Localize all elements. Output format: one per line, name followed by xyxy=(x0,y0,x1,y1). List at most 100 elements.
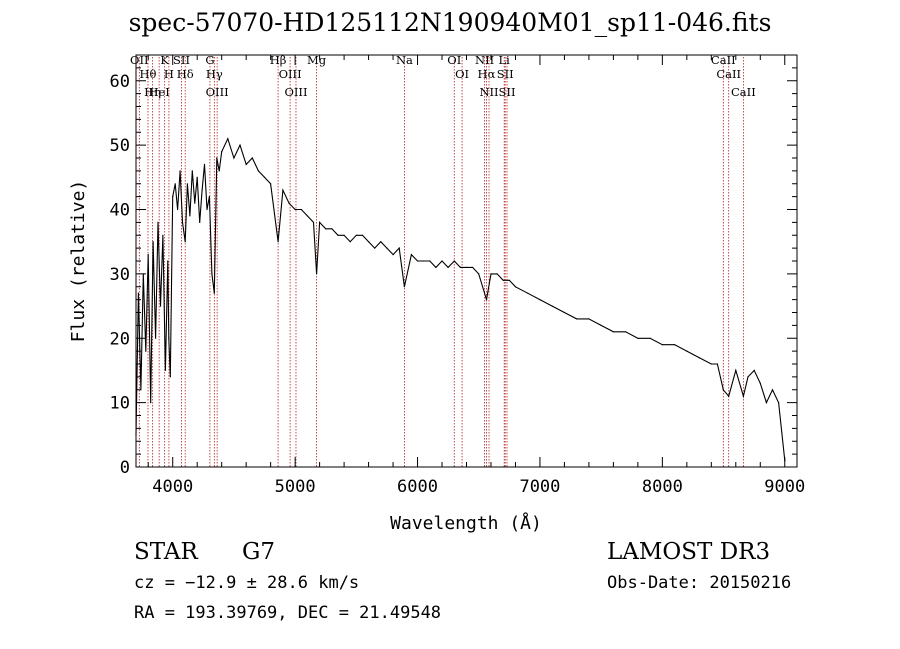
line-label-hα: Hα xyxy=(478,67,496,81)
data-point xyxy=(306,215,308,217)
data-point xyxy=(201,189,203,191)
line-label-na: Na xyxy=(396,53,413,67)
x-tick-label: 4000 xyxy=(152,477,193,497)
data-point xyxy=(239,144,241,146)
data-point xyxy=(441,260,443,262)
data-point xyxy=(191,170,193,172)
line-label-oiii: OIII xyxy=(279,67,302,81)
line-label-oiii: OIII xyxy=(206,85,229,99)
line-label-hβ: Hβ xyxy=(270,53,287,67)
data-point xyxy=(778,402,780,404)
line-label-hγ: Hγ xyxy=(206,67,223,81)
chart-title-text: spec-57070-HD125112N190940M01_sp11-046.f… xyxy=(128,8,772,37)
data-point xyxy=(206,208,208,211)
object-class: STAR xyxy=(134,539,198,565)
data-point xyxy=(612,331,615,333)
line-label-caii: CaII xyxy=(711,53,736,67)
data-point xyxy=(349,241,351,243)
data-point xyxy=(233,157,235,159)
data-point xyxy=(576,318,578,320)
data-point xyxy=(392,254,394,256)
coordinates-text: RA = 193.39769, DEC = 21.49548 xyxy=(134,603,442,623)
line-label-k: K xyxy=(160,53,169,67)
data-point xyxy=(551,305,553,307)
data-point xyxy=(184,241,186,243)
line-label-hδ: Hδ xyxy=(177,67,194,81)
data-point xyxy=(771,389,774,391)
data-point xyxy=(661,344,664,346)
x-tick-label: 8000 xyxy=(642,477,683,497)
data-point xyxy=(447,266,449,268)
data-point xyxy=(742,395,745,397)
y-axis-label: Flux (relative) xyxy=(68,180,89,343)
line-label-hη: Hη xyxy=(144,85,161,99)
data-point xyxy=(319,221,321,223)
line-label-oi: OI xyxy=(455,67,469,81)
line-label-nii: NII xyxy=(479,85,498,99)
line-label-h: H xyxy=(164,67,174,81)
flux-series xyxy=(135,137,786,462)
data-point xyxy=(316,273,318,275)
data-point xyxy=(181,221,184,223)
data-point xyxy=(403,286,405,288)
data-point xyxy=(294,208,296,211)
data-point xyxy=(710,363,712,365)
data-point xyxy=(251,157,253,159)
data-point xyxy=(312,221,315,223)
data-point xyxy=(162,234,164,236)
data-point xyxy=(218,170,220,172)
line-label-caii: CaII xyxy=(716,67,741,81)
data-point xyxy=(155,337,157,339)
data-point xyxy=(337,234,339,236)
chart-title: spec-57070-HD125112N190940M01_sp11-046.f… xyxy=(0,8,900,37)
data-point xyxy=(177,208,179,211)
line-label-caii: CaII xyxy=(731,85,756,99)
data-point xyxy=(277,241,279,243)
data-point xyxy=(150,402,152,404)
data-point xyxy=(199,221,201,223)
data-point xyxy=(159,305,162,307)
y-axis: 0 10 20 30 40 50 60 xyxy=(110,54,797,478)
data-point xyxy=(563,311,566,314)
data-point xyxy=(137,292,139,294)
data-point xyxy=(649,337,651,339)
data-point xyxy=(416,260,419,262)
data-point xyxy=(168,337,170,339)
x-tick-label: 5000 xyxy=(275,477,316,497)
data-point xyxy=(502,279,504,281)
line-label-nii: NII xyxy=(475,53,494,67)
y-tick-label: 40 xyxy=(110,201,130,221)
data-point xyxy=(514,286,517,288)
data-point xyxy=(478,273,480,275)
data-point xyxy=(765,402,768,404)
y-tick-label: 60 xyxy=(110,72,130,92)
data-point xyxy=(208,196,210,198)
line-label-sii: SII xyxy=(499,85,516,99)
data-point xyxy=(270,183,272,185)
line-label-oi: OI xyxy=(447,53,461,67)
data-point xyxy=(167,260,169,262)
data-point xyxy=(282,189,284,191)
data-point xyxy=(361,234,364,236)
data-point xyxy=(386,247,388,249)
data-point xyxy=(189,215,191,217)
line-label-oiii: OIII xyxy=(284,85,307,99)
line-label-sii: SII xyxy=(497,67,514,81)
data-point xyxy=(157,221,159,223)
line-label-sii: SII xyxy=(173,53,190,67)
redshift-text: cz = −12.9 ± 28.6 km/s xyxy=(134,573,360,593)
y-tick-label: 10 xyxy=(110,394,130,414)
survey-name: LAMOST DR3 xyxy=(607,539,771,565)
x-axis-label: Wavelength (Å) xyxy=(390,512,542,534)
line-label-g: G xyxy=(205,53,214,67)
data-point xyxy=(429,260,431,262)
x-axis: 4000 5000 6000 7000 8000 9000 xyxy=(147,55,805,497)
data-point xyxy=(490,273,492,275)
data-point xyxy=(145,350,147,352)
x-tick-label: 7000 xyxy=(519,477,560,497)
data-point xyxy=(172,196,174,198)
data-point xyxy=(331,228,333,230)
data-point xyxy=(164,369,166,371)
